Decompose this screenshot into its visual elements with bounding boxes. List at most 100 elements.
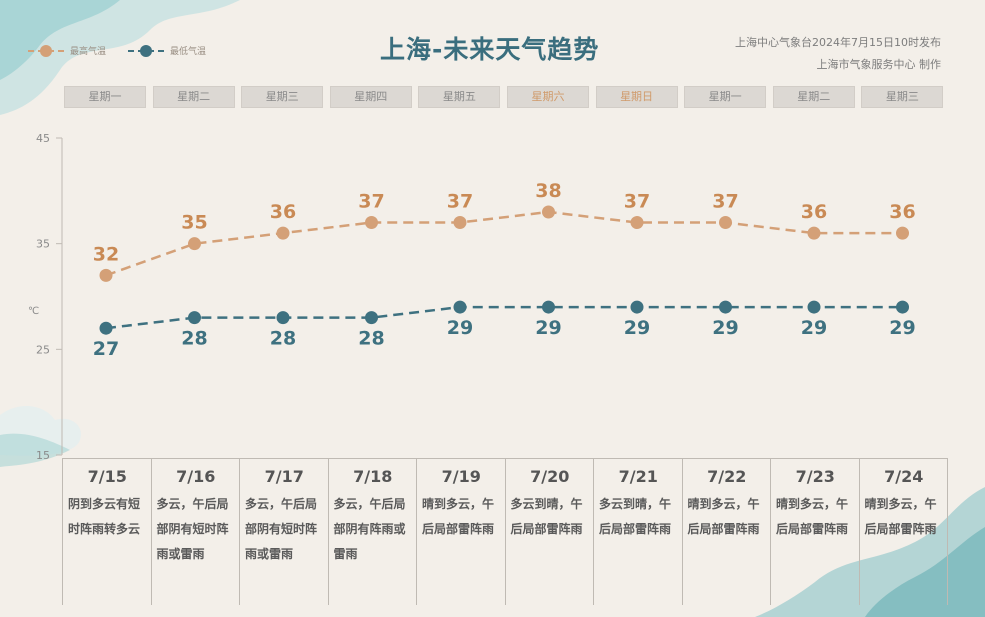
cloud-decoration-bottom-right (755, 487, 985, 617)
source-info: 上海中心气象台2024年7月15日10时发布 上海市气象服务中心 制作 (735, 32, 941, 76)
high-temp-data-label: 32 (93, 243, 119, 265)
high-temp-data-label: 37 (624, 191, 650, 213)
forecast-table: 7/15 阴到多云有短时阵雨转多云 7/16 多云，午后局部阴有短时阵雨或雷雨 … (62, 458, 948, 605)
weekday-row: 星期一 星期二 星期三 星期四 星期五 星期六 星期日 星期一 星期二 星期三 (64, 86, 950, 108)
high-temp-point (807, 226, 821, 240)
cloud-decoration-top-left (0, 0, 240, 115)
weekday-label: 星期二 (772, 86, 855, 108)
forecast-column: 7/24 晴到多云，午后局部雷阵雨 (860, 459, 948, 605)
low-temp-data-label: 29 (801, 317, 827, 339)
low-temp-series-line (105, 305, 903, 330)
low-temp-data-label: 28 (181, 328, 207, 350)
forecast-date: 7/15 (87, 467, 127, 486)
weekday-label: 星期五 (418, 86, 501, 108)
legend-swatch-high (28, 44, 64, 57)
low-temp-point (365, 311, 378, 325)
y-axis-label: ℃ (28, 306, 39, 317)
forecast-column: 7/18 多云，午后局部阴有阵雨或雷雨 (329, 459, 417, 605)
high-temp-point (630, 216, 644, 230)
forecast-date: 7/22 (707, 467, 747, 486)
legend-item-high: 最高气温 (28, 44, 106, 57)
forecast-date: 7/18 (353, 467, 393, 486)
forecast-date: 7/17 (264, 467, 304, 486)
low-temp-point (630, 300, 644, 314)
forecast-description: 晴到多云，午后局部雷阵雨 (687, 497, 760, 536)
high-temp-point (896, 226, 909, 240)
low-temp-point (276, 311, 290, 325)
forecast-description: 多云，午后局部阴有短时阵雨或雷雨 (156, 497, 229, 561)
legend-label-high: 最高气温 (70, 47, 107, 57)
weekday-label: 星期四 (329, 86, 412, 108)
low-temp-point (896, 300, 909, 314)
low-temp-point (453, 300, 467, 314)
chart-title: 上海-未来天气趋势 (380, 35, 600, 64)
forecast-description: 晴到多云，午后局部雷阵雨 (776, 497, 849, 536)
high-temp-data-label: 38 (535, 180, 561, 202)
high-temp-point (453, 216, 467, 230)
cloud-decoration-left (0, 405, 81, 467)
weekday-label: 星期二 (152, 86, 235, 108)
weekday-label: 星期六 (506, 86, 589, 108)
high-temp-data-label: 37 (447, 191, 473, 213)
forecast-date: 7/23 (795, 467, 835, 486)
low-temp-point (542, 300, 555, 314)
high-temp-data-label: 36 (270, 201, 296, 223)
forecast-column: 7/17 多云，午后局部阴有短时阵雨或雷雨 (240, 459, 329, 605)
high-temp-data-label: 36 (801, 201, 827, 223)
weekday-label: 星期三 (241, 86, 324, 108)
legend-swatch-low (128, 44, 165, 57)
forecast-column: 7/22 晴到多云，午后局部雷阵雨 (683, 459, 771, 605)
low-temp-data-label: 29 (535, 317, 561, 339)
high-temp-data-label: 35 (181, 212, 207, 234)
source-issuer: 上海中心气象台2024年7月15日10时发布 (735, 36, 941, 49)
low-temp-point (719, 300, 732, 314)
weekday-label: 星期一 (684, 86, 767, 108)
forecast-date: 7/20 (530, 467, 570, 486)
forecast-description: 多云到晴，午后局部雷阵雨 (599, 497, 672, 536)
high-temp-point (365, 216, 378, 230)
forecast-description: 多云，午后局部阴有阵雨或雷雨 (333, 497, 406, 561)
low-temp-data-label: 29 (889, 317, 915, 339)
legend-label-low: 最低气温 (170, 47, 207, 57)
y-tick-label: 15 (36, 449, 50, 462)
low-temp-point (807, 300, 821, 314)
forecast-column: 7/16 多云，午后局部阴有短时阵雨或雷雨 (152, 459, 240, 605)
forecast-description: 多云到晴，午后局部雷阵雨 (510, 497, 583, 536)
forecast-column: 7/15 阴到多云有短时阵雨转多云 (62, 459, 152, 605)
weekday-label: 星期三 (861, 86, 944, 108)
high-temp-point (276, 226, 290, 240)
chart-legend: 最高气温 最低气温 (28, 44, 206, 57)
forecast-column: 7/20 多云到晴，午后局部雷阵雨 (506, 459, 594, 605)
low-temp-data-label: 29 (447, 317, 473, 339)
high-temp-data-label: 37 (358, 191, 384, 213)
forecast-date: 7/21 (618, 467, 658, 486)
source-producer: 上海市气象服务中心 制作 (816, 58, 942, 71)
forecast-description: 多云，午后局部阴有短时阵雨或雷雨 (245, 497, 318, 561)
low-temp-data-label: 29 (712, 317, 738, 339)
low-temp-data-label: 27 (93, 338, 119, 360)
weekday-label: 星期日 (595, 86, 678, 108)
low-temp-data-label: 28 (358, 328, 384, 350)
low-temp-data-label: 29 (624, 317, 650, 339)
high-temp-point (719, 216, 732, 230)
high-temp-data-label: 36 (889, 201, 915, 223)
low-temp-point (99, 321, 113, 335)
high-temp-data-label: 37 (712, 191, 738, 213)
weekday-label: 星期一 (64, 86, 146, 108)
forecast-column: 7/21 多云到晴，午后局部雷阵雨 (594, 459, 683, 605)
forecast-description: 晴到多云，午后局部雷阵雨 (422, 497, 495, 536)
y-tick-label: 35 (36, 238, 50, 251)
low-temp-data-label: 28 (270, 328, 296, 350)
forecast-date: 7/24 (884, 467, 924, 486)
low-temp-point (188, 311, 201, 325)
high-temp-point (542, 205, 555, 219)
y-tick-label: 45 (36, 132, 50, 145)
y-tick-label: 25 (36, 343, 50, 356)
forecast-description: 阴到多云有短时阵雨转多云 (68, 497, 141, 536)
forecast-description: 晴到多云，午后局部雷阵雨 (864, 497, 937, 536)
legend-item-low: 最低气温 (128, 44, 206, 57)
high-temp-series-line (105, 210, 903, 277)
forecast-date: 7/19 (441, 467, 481, 486)
high-temp-point (99, 268, 113, 282)
